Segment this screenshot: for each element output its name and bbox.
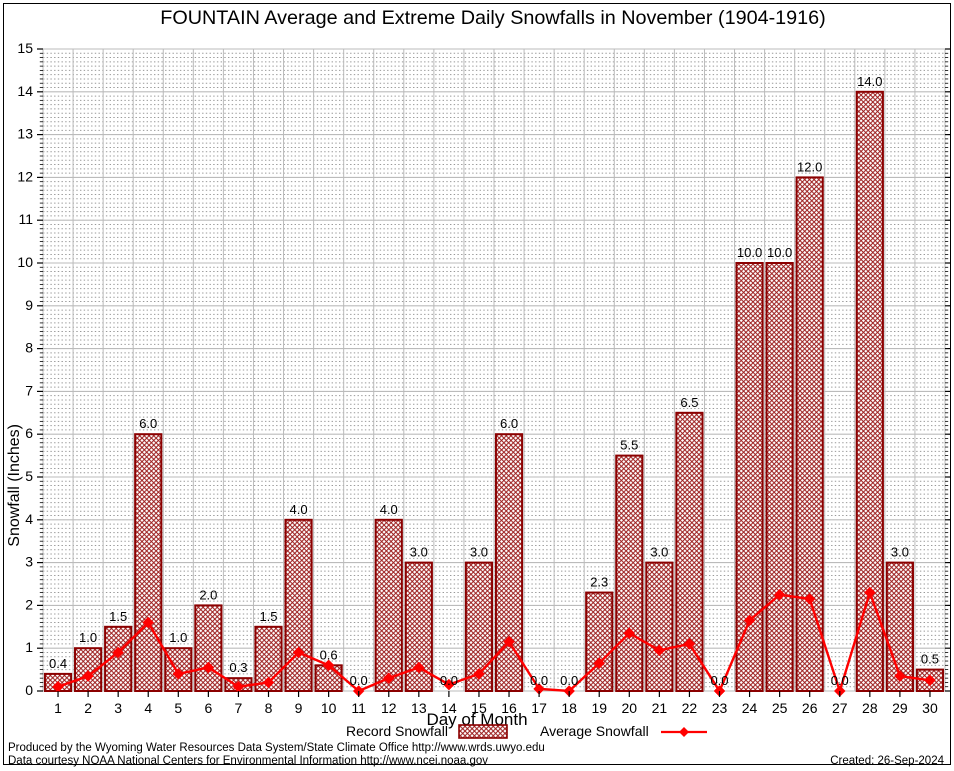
svg-text:21: 21 — [652, 700, 668, 716]
svg-text:6: 6 — [25, 425, 33, 441]
svg-text:0.0: 0.0 — [560, 673, 578, 688]
svg-text:5.5: 5.5 — [620, 438, 638, 453]
svg-text:13: 13 — [411, 700, 427, 716]
svg-text:5: 5 — [25, 468, 33, 484]
svg-text:0.0: 0.0 — [710, 673, 728, 688]
svg-text:3.0: 3.0 — [410, 545, 428, 560]
svg-text:1.5: 1.5 — [259, 609, 277, 624]
svg-text:15: 15 — [17, 40, 33, 56]
svg-text:24: 24 — [742, 700, 758, 716]
svg-text:10: 10 — [321, 700, 337, 716]
svg-text:12.0: 12.0 — [797, 159, 822, 174]
svg-text:19: 19 — [591, 700, 607, 716]
svg-text:8: 8 — [25, 340, 33, 356]
svg-text:4.0: 4.0 — [290, 502, 308, 517]
svg-text:1.0: 1.0 — [169, 630, 187, 645]
svg-text:18: 18 — [561, 700, 577, 716]
svg-text:14.0: 14.0 — [857, 74, 882, 89]
svg-text:11: 11 — [351, 700, 366, 716]
svg-text:3.0: 3.0 — [650, 545, 668, 560]
svg-text:6: 6 — [204, 700, 212, 716]
svg-text:30: 30 — [922, 700, 938, 716]
svg-text:15: 15 — [471, 700, 487, 716]
svg-text:6.0: 6.0 — [139, 416, 157, 431]
svg-text:2.3: 2.3 — [590, 575, 608, 590]
svg-text:28: 28 — [862, 700, 878, 716]
svg-text:0.0: 0.0 — [440, 673, 458, 688]
svg-text:0: 0 — [25, 682, 33, 698]
svg-text:0.6: 0.6 — [320, 647, 338, 662]
svg-text:1: 1 — [54, 700, 62, 716]
svg-text:27: 27 — [832, 700, 848, 716]
svg-text:22: 22 — [682, 700, 698, 716]
svg-text:0.0: 0.0 — [350, 673, 368, 688]
svg-text:23: 23 — [712, 700, 728, 716]
svg-text:0.4: 0.4 — [49, 656, 67, 671]
svg-text:4.0: 4.0 — [380, 502, 398, 517]
svg-text:11: 11 — [18, 211, 33, 227]
svg-text:0.5: 0.5 — [921, 652, 939, 667]
svg-text:12: 12 — [17, 168, 33, 184]
svg-text:1.5: 1.5 — [109, 609, 127, 624]
svg-text:2.0: 2.0 — [199, 587, 217, 602]
svg-text:4: 4 — [25, 511, 33, 527]
svg-text:20: 20 — [622, 700, 638, 716]
svg-text:10.0: 10.0 — [737, 245, 762, 260]
svg-text:3: 3 — [25, 554, 33, 570]
svg-text:13: 13 — [17, 126, 33, 142]
svg-text:14: 14 — [17, 83, 33, 99]
svg-text:2: 2 — [25, 596, 33, 612]
svg-text:25: 25 — [772, 700, 788, 716]
svg-text:16: 16 — [501, 700, 517, 716]
svg-text:9: 9 — [25, 297, 33, 313]
svg-text:7: 7 — [235, 700, 243, 716]
svg-text:10.0: 10.0 — [767, 245, 792, 260]
svg-text:4: 4 — [144, 700, 152, 716]
svg-text:9: 9 — [295, 700, 303, 716]
svg-text:6.5: 6.5 — [680, 395, 698, 410]
svg-text:7: 7 — [25, 382, 33, 398]
svg-text:1: 1 — [25, 639, 33, 655]
svg-text:29: 29 — [892, 700, 908, 716]
svg-text:17: 17 — [531, 700, 547, 716]
svg-text:3.0: 3.0 — [891, 545, 909, 560]
svg-text:3.0: 3.0 — [470, 545, 488, 560]
svg-text:5: 5 — [174, 700, 182, 716]
svg-text:0.0: 0.0 — [831, 673, 849, 688]
svg-text:26: 26 — [802, 700, 818, 716]
svg-text:3: 3 — [114, 700, 122, 716]
svg-text:0.0: 0.0 — [530, 673, 548, 688]
svg-text:1.0: 1.0 — [79, 630, 97, 645]
svg-text:8: 8 — [265, 700, 273, 716]
svg-text:10: 10 — [17, 254, 33, 270]
svg-text:14: 14 — [441, 700, 457, 716]
svg-text:12: 12 — [381, 700, 397, 716]
svg-text:0.3: 0.3 — [229, 660, 247, 675]
svg-text:2: 2 — [84, 700, 92, 716]
svg-text:6.0: 6.0 — [500, 416, 518, 431]
